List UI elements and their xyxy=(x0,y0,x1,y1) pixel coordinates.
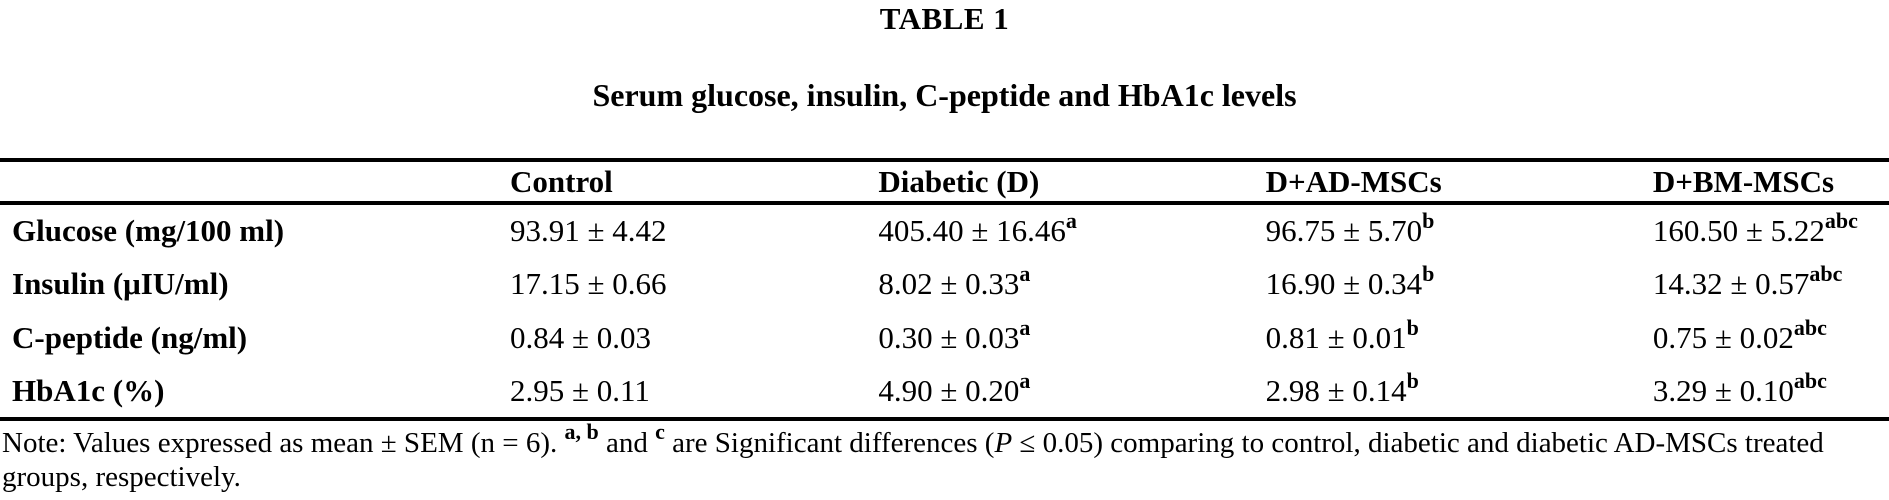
column-header: Control xyxy=(510,163,613,199)
table-title: Serum glucose, insulin, C-peptide and Hb… xyxy=(592,77,1297,113)
significance-superscript: a xyxy=(1019,314,1031,340)
significance-superscript: a xyxy=(1065,207,1077,233)
significance-superscript: abc xyxy=(1793,367,1827,393)
column-header xyxy=(0,160,510,203)
table-header-row: Control Diabetic (D) D+AD-MSCs D+BM-MSCs xyxy=(0,160,1889,203)
value-cell: 0.81 ± 0.01b xyxy=(1265,314,1419,355)
significance-superscript: b xyxy=(1422,260,1435,286)
note-text: groups, respectively. xyxy=(2,461,241,493)
note-text: and xyxy=(598,427,656,459)
significance-superscript: abc xyxy=(1793,314,1827,340)
table-number-label: TABLE 1 xyxy=(879,1,1010,36)
value-cell: 8.02 ± 0.33a xyxy=(878,260,1031,301)
significance-superscript: abc xyxy=(1809,260,1843,286)
table-body: Glucose (mg/100 ml) 93.91 ± 4.42 405.40 ± … xyxy=(0,203,1889,419)
row-label: Glucose (mg/100 ml) xyxy=(12,213,285,248)
significance-superscript: a xyxy=(1019,367,1031,393)
row-label: C-peptide (ng/ml) xyxy=(12,320,248,355)
value-cell: 0.30 ± 0.03a xyxy=(878,314,1031,355)
value-cell: 96.75 ± 5.70b xyxy=(1265,207,1435,248)
note-text: ≤ 0.05) comparing to control, diabetic a… xyxy=(1012,427,1824,459)
value-cell: 14.32 ± 0.57abc xyxy=(1652,260,1843,301)
value-cell: 4.90 ± 0.20a xyxy=(878,367,1031,408)
note-superscript: a, b xyxy=(564,419,599,445)
row-label: Insulin (μIU/ml) xyxy=(12,266,229,301)
value-cell: 3.29 ± 0.10abc xyxy=(1652,367,1827,408)
column-header: Diabetic (D) xyxy=(878,163,1040,199)
value-cell: 160.50 ± 5.22abc xyxy=(1652,207,1858,248)
significance-superscript: b xyxy=(1406,314,1419,340)
significance-superscript: b xyxy=(1422,207,1435,233)
significance-superscript: a xyxy=(1019,260,1031,286)
note-superscript: c xyxy=(655,419,665,445)
significance-superscript: abc xyxy=(1824,207,1858,233)
value-cell: 0.75 ± 0.02abc xyxy=(1652,314,1827,355)
value-cell: 2.98 ± 0.14b xyxy=(1265,367,1419,408)
table-note: Note: Values expressed as mean ± SEM (n … xyxy=(0,421,1889,494)
table-row: Glucose (mg/100 ml) 93.91 ± 4.42 405.40 ± … xyxy=(0,203,1889,257)
note-text: are Significant differences ( xyxy=(664,427,995,459)
note-text: Note: Values expressed as mean ± SEM (n … xyxy=(2,427,565,459)
table-row: C-peptide (ng/ml) 0.84 ± 0.03 0.30 ± 0.03a… xyxy=(0,311,1889,365)
column-header: D+AD-MSCs xyxy=(1265,163,1442,199)
value-cell: 0.84 ± 0.03 xyxy=(510,320,652,355)
value-cell: 93.91 ± 4.42 xyxy=(510,213,667,248)
column-header: D+BM-MSCs xyxy=(1652,163,1835,199)
value-cell: 2.95 ± 0.11 xyxy=(510,373,650,408)
table-row: HbA1c (%) 2.95 ± 0.11 4.90 ± 0.20a 2.98 ± 0… xyxy=(0,365,1889,419)
table-row: Insulin (μIU/ml) 17.15 ± 0.66 8.02 ± 0.33a… xyxy=(0,257,1889,311)
significance-superscript: b xyxy=(1406,367,1419,393)
results-table: Control Diabetic (D) D+AD-MSCs D+BM-MSCs Gl… xyxy=(0,158,1889,421)
value-cell: 16.90 ± 0.34b xyxy=(1265,260,1435,301)
value-cell: 17.15 ± 0.66 xyxy=(510,266,667,301)
row-label: HbA1c (%) xyxy=(12,373,165,408)
value-cell: 405.40 ± 16.46a xyxy=(878,207,1077,248)
note-italic-text: P xyxy=(994,427,1013,459)
